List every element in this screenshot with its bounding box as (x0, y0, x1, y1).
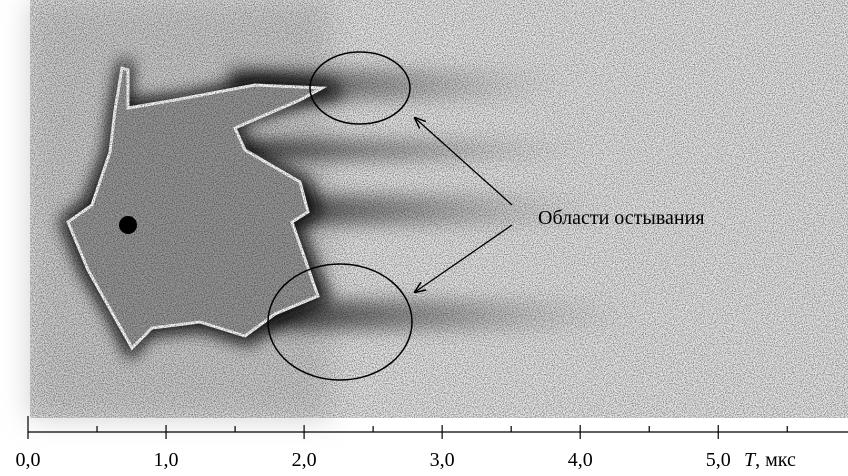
x-tick-label: 5,0 (706, 449, 731, 471)
x-tick-label: 4,0 (568, 449, 593, 471)
axis-label: T, мкс (744, 449, 796, 471)
annotation: Области остывания (538, 207, 705, 229)
photo (30, 0, 848, 418)
x-tick-label: 0,0 (16, 449, 41, 471)
figure: Области остывания T, мкс 0,0 1,0 2,0 3,0 4,0… (0, 0, 848, 476)
x-tick-label: 2,0 (292, 449, 317, 471)
x-tick-label: 3,0 (430, 449, 455, 471)
axis-unit: , мкс (755, 449, 796, 471)
x-tick-label: 1,0 (154, 449, 179, 471)
